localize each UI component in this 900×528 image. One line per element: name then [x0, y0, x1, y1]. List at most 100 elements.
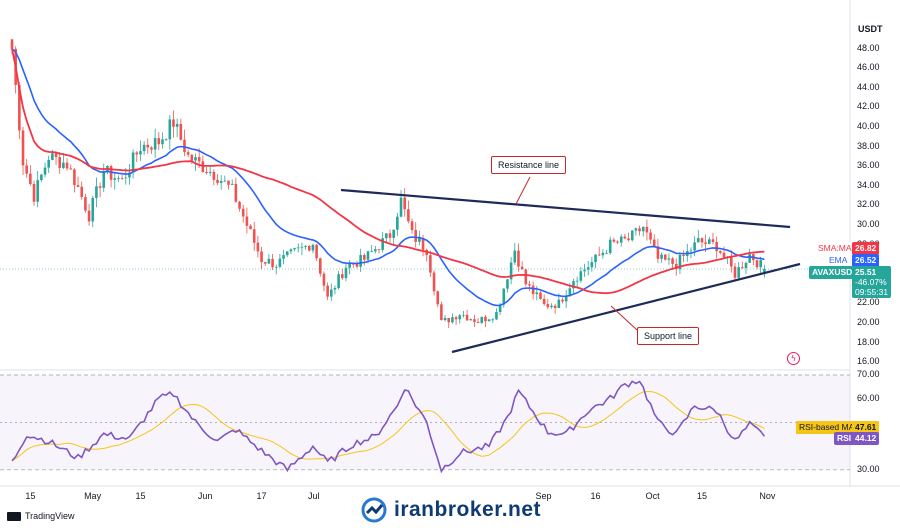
- candle-body: [579, 271, 583, 281]
- candle: [388, 229, 392, 243]
- candle: [102, 163, 106, 192]
- candle: [47, 155, 50, 173]
- candle-body: [443, 318, 447, 321]
- candle-body: [326, 285, 329, 297]
- candle: [741, 261, 744, 270]
- candle-body: [80, 186, 84, 198]
- candle: [14, 46, 17, 94]
- candle: [91, 195, 95, 227]
- candle-body: [550, 305, 553, 308]
- candle-body: [392, 229, 395, 238]
- candle-body: [634, 228, 638, 231]
- ema-legend[interactable]: EMA (20, close) 26.52: [9, 29, 96, 39]
- candle-body: [282, 255, 285, 259]
- candle-body: [344, 267, 348, 279]
- candle: [352, 262, 355, 268]
- candle-body: [106, 166, 109, 172]
- rsi-legend-extra: ∅ ∅ ∅ ∅: [123, 375, 161, 385]
- candle: [627, 232, 630, 242]
- candle: [311, 243, 315, 254]
- candle-body: [186, 152, 190, 155]
- candle: [418, 230, 421, 246]
- candle-body: [572, 281, 575, 289]
- rsi-ma-line: [11, 390, 765, 462]
- candle: [95, 177, 98, 208]
- candle-body: [759, 260, 762, 268]
- candle-body: [590, 262, 594, 268]
- candle: [307, 245, 311, 252]
- candle-body: [120, 178, 124, 179]
- candle-body: [18, 84, 21, 131]
- candle-body: [315, 244, 318, 259]
- candle: [285, 251, 289, 258]
- candle-body: [168, 119, 172, 140]
- time-tick: Oct: [645, 491, 660, 501]
- candle-body: [65, 162, 69, 169]
- candle-body: [623, 236, 627, 239]
- tradingview-brand[interactable]: TradingView: [7, 511, 75, 521]
- candle-body: [429, 255, 432, 273]
- sma-legend[interactable]: SMA (50, close) 26.82: [9, 40, 96, 50]
- candle-body: [608, 239, 612, 253]
- candle-body: [274, 266, 278, 268]
- candle: [135, 151, 139, 163]
- candle-body: [348, 263, 351, 268]
- candle-body: [385, 233, 388, 239]
- candle: [65, 158, 69, 171]
- candle-body: [238, 201, 241, 209]
- symbol-legend[interactable]: AVAX / TetherUS, 1D, BINANCE O25.03 H25.…: [9, 17, 314, 27]
- candle-body: [241, 208, 245, 217]
- candle: [341, 268, 344, 280]
- candle-body: [594, 254, 597, 263]
- candle-body: [128, 172, 131, 178]
- candle-body: [722, 252, 726, 258]
- candle-body: [355, 264, 359, 267]
- rsi-tick: 60.00: [857, 392, 880, 403]
- candle: [25, 159, 28, 178]
- watermark-logo-icon: [361, 497, 387, 523]
- candle: [451, 313, 454, 324]
- candle-body: [29, 173, 32, 185]
- time-tick: 15: [135, 491, 146, 501]
- candle: [608, 236, 612, 255]
- rsi-legend[interactable]: RSI (14, close) 44.12 47.61 ∅ ∅ ∅ ∅: [9, 375, 161, 386]
- candle-body: [612, 239, 616, 242]
- candle: [564, 290, 568, 308]
- candle-body: [25, 165, 28, 174]
- candle-body: [476, 321, 480, 323]
- sma-legend-value: 26.82: [74, 40, 96, 50]
- candle: [36, 171, 39, 208]
- candle-body: [524, 269, 528, 285]
- candle: [186, 149, 190, 158]
- candle: [678, 252, 682, 275]
- candle-body: [69, 168, 73, 170]
- event-flash-icon[interactable]: ϟ: [787, 352, 800, 365]
- candle: [476, 318, 480, 323]
- sma-line: [11, 48, 765, 295]
- candle: [29, 165, 32, 186]
- candle-body: [150, 147, 153, 150]
- candle-body: [667, 258, 671, 260]
- candle-body: [223, 180, 227, 182]
- candle-body: [564, 295, 568, 302]
- candle-body: [663, 254, 667, 260]
- candle: [54, 152, 58, 166]
- candle: [117, 175, 120, 182]
- candle: [440, 301, 443, 321]
- candle: [153, 128, 157, 158]
- price-tick: 42.00: [857, 101, 880, 112]
- candle-body: [682, 254, 685, 257]
- candle-body: [205, 171, 208, 173]
- candle-body: [278, 258, 282, 267]
- candle: [524, 268, 528, 287]
- candle-body: [498, 304, 502, 313]
- candle-body: [62, 162, 65, 168]
- candle-body: [575, 280, 579, 282]
- candle-body: [194, 157, 197, 161]
- candle: [289, 248, 293, 254]
- support-line-label: Support line: [637, 327, 700, 345]
- resistance-line-label: Resistance line: [491, 156, 567, 174]
- candle-body: [410, 221, 414, 231]
- time-tick: Nov: [759, 491, 776, 501]
